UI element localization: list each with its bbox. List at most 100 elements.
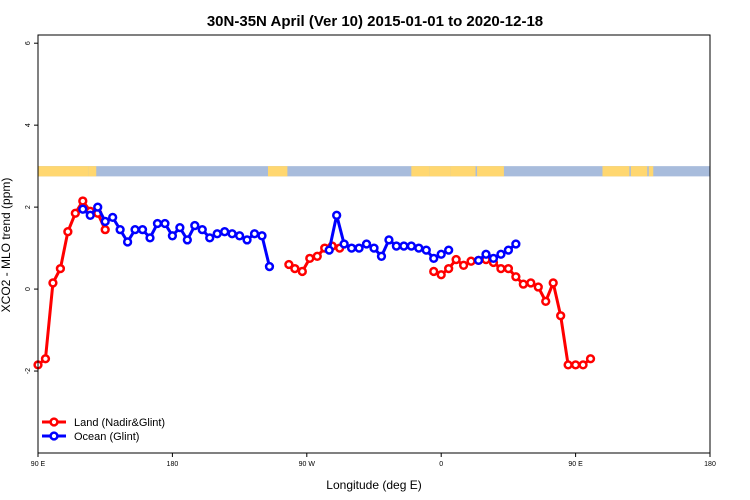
- series-1-point-1-15: [436, 249, 446, 259]
- land-segment-1: [88, 166, 97, 177]
- land-segment-4: [429, 166, 451, 177]
- series-0-point-2-10: [503, 263, 514, 274]
- series-0-point-1-2: [297, 266, 307, 277]
- x-tick-label-3: 0: [439, 461, 443, 468]
- series-1-point-2-3: [496, 249, 506, 259]
- x-tick-label-0: 90 E: [31, 461, 46, 468]
- series-1-point-0-23: [249, 229, 260, 239]
- series-1-point-1-12: [414, 243, 424, 253]
- land-segment-5: [450, 166, 476, 177]
- series-1-point-1-2: [339, 239, 349, 249]
- series-1-point-1-0: [324, 245, 334, 255]
- series-0-point-1-3: [305, 253, 315, 263]
- series-0-point-1-0: [284, 259, 294, 270]
- series-0-point-2-15: [541, 296, 551, 307]
- series-0-point-0-2: [48, 278, 58, 288]
- y-axis-label: XCO2 - MLO trend (ppm): [0, 178, 13, 313]
- series-0-point-2-4: [458, 260, 469, 270]
- series-1-point-0-18: [212, 229, 222, 239]
- series-1-point-1-8: [384, 235, 394, 245]
- series-1-point-1-6: [369, 243, 379, 253]
- series-0-point-2-11: [511, 272, 521, 282]
- series-1-point-2-1: [481, 249, 491, 259]
- series-1-point-0-21: [234, 231, 245, 241]
- series-1-point-0-22: [242, 235, 252, 245]
- series-1-point-0-1: [85, 210, 95, 220]
- series-1-point-0-15: [190, 220, 200, 231]
- series-1-point-1-3: [346, 243, 357, 253]
- series-0-point-2-18: [563, 360, 573, 370]
- series-1-point-0-8: [137, 225, 148, 235]
- land-segment-3: [411, 166, 430, 177]
- series-0-point-2-13: [526, 278, 536, 288]
- series-1-point-1-13: [421, 245, 431, 255]
- series-1-point-0-6: [122, 237, 133, 247]
- ocean-band: [38, 166, 710, 177]
- series-1-point-0-13: [175, 222, 185, 233]
- series-0-point-2-0: [429, 266, 439, 277]
- series-0-point-2-12: [518, 279, 528, 289]
- series-0-point-2-2: [444, 263, 454, 274]
- land-segment-2: [267, 166, 288, 177]
- x-tick-label-1: 180: [167, 461, 179, 468]
- series-0-point-0-5: [70, 208, 80, 218]
- series-0-point-0-4: [63, 227, 73, 237]
- land-segment-6: [477, 166, 504, 177]
- series-1-point-0-2: [93, 202, 103, 212]
- series-1-point-2-2: [488, 253, 499, 263]
- y-tick-label-4: 6: [25, 41, 32, 45]
- series-0-point-2-3: [451, 254, 461, 265]
- series-1-point-1-9: [391, 241, 402, 251]
- series-layer: [33, 196, 596, 370]
- y-tick-label-1: 0: [25, 287, 32, 291]
- series-1: [78, 202, 521, 272]
- series-0-point-0-9: [100, 225, 110, 235]
- series-0-point-2-20: [578, 360, 588, 370]
- y-axis: -2 0 2 4 6: [25, 41, 38, 374]
- series-0-point-0-6: [78, 196, 88, 206]
- series-1-point-0-11: [160, 218, 170, 229]
- series-1-point-1-7: [376, 251, 387, 261]
- series-1-point-2-5: [511, 239, 521, 249]
- legend-label-0: Land (Nadir&Glint): [74, 417, 165, 429]
- y-tick-label-3: 4: [25, 123, 32, 127]
- series-1-point-0-20: [227, 229, 237, 239]
- series-1-point-0-25: [264, 261, 275, 272]
- y-tick-label-0: -2: [25, 368, 32, 374]
- series-1-point-0-7: [130, 225, 140, 235]
- series-1-point-0-0: [78, 204, 88, 214]
- series-1-point-0-16: [197, 225, 207, 235]
- legend-label-1: Ocean (Glint): [74, 431, 139, 443]
- x-tick-label-5: 180: [704, 461, 716, 468]
- land-segment-9: [648, 166, 654, 177]
- series-1-point-0-12: [167, 231, 178, 241]
- legend-marker-1: [49, 431, 59, 441]
- land-ocean-mask: [38, 166, 710, 177]
- series-1-point-0-3: [100, 216, 110, 227]
- series-1-point-1-4: [354, 243, 364, 253]
- series-0-point-1-4: [312, 251, 322, 261]
- legend-marker-0: [49, 417, 59, 427]
- x-axis: 90 E 180 90 W 0 90 E 180: [31, 453, 716, 468]
- land-segment-0: [38, 166, 89, 177]
- series-1-point-1-16: [444, 245, 454, 255]
- y-tick-label-2: 2: [25, 205, 32, 209]
- series-1-point-0-17: [205, 233, 215, 243]
- series-0-point-2-5: [466, 256, 476, 266]
- series-0-point-2-17: [556, 311, 566, 321]
- series-1-point-0-4: [108, 212, 118, 223]
- series-0-point-2-1: [436, 270, 446, 280]
- series-0-point-1-1: [290, 263, 300, 274]
- series-1-point-1-5: [361, 239, 372, 249]
- series-1-point-0-24: [257, 231, 267, 241]
- series-0: [33, 196, 596, 370]
- series-1-point-0-10: [152, 218, 163, 229]
- land-segment-7: [602, 166, 630, 177]
- legend: Land (Nadir&Glint) Ocean (Glint): [42, 417, 165, 443]
- series-1-point-1-10: [399, 241, 409, 251]
- series-1-point-1-11: [406, 241, 416, 251]
- series-0-point-2-9: [496, 263, 506, 274]
- series-0-point-0-3: [55, 263, 66, 274]
- series-0-point-0-1: [40, 354, 51, 364]
- series-0-line-2: [433, 258, 592, 367]
